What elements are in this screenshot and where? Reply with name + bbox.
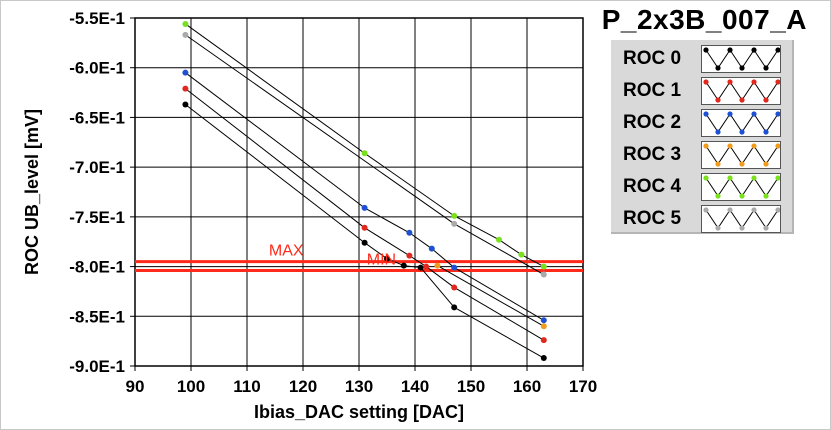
data-point-roc-0 <box>384 255 390 262</box>
x-tick-label: 100 <box>177 377 205 396</box>
y-tick-label: -7.0E-1 <box>69 158 125 177</box>
chart-title: P_2x3B_007_A <box>601 4 807 35</box>
series-line-roc-4 <box>498 239 522 256</box>
x-tick-label: 130 <box>345 377 373 396</box>
series-line-roc-5 <box>185 34 455 225</box>
legend-swatch <box>701 205 781 233</box>
series-line-roc-1 <box>409 255 427 267</box>
legend-label: ROC 3 <box>623 144 682 165</box>
legend-label: ROC 5 <box>623 208 682 229</box>
y-tick-label: -6.0E-1 <box>69 59 125 78</box>
legend-swatch <box>701 45 781 73</box>
data-point-roc-0 <box>361 239 368 246</box>
series-line-roc-4 <box>453 215 500 241</box>
series-line-roc-4 <box>521 254 545 268</box>
legend-item-roc-4: ROC 4 <box>615 170 790 202</box>
data-point-roc-0 <box>400 262 407 269</box>
legend-label: ROC 0 <box>623 48 682 69</box>
x-tick-label: 110 <box>233 377 260 396</box>
legend-swatch <box>701 173 781 201</box>
data-point-roc-0 <box>417 264 424 271</box>
series-line-roc-0 <box>386 258 404 267</box>
data-point-roc-2 <box>406 229 413 236</box>
series-line-roc-4 <box>185 23 365 154</box>
legend-swatch <box>701 77 781 105</box>
legend-swatch <box>701 141 781 169</box>
series-line-roc-0 <box>453 306 545 359</box>
y-tick-label: -8.5E-1 <box>69 307 125 326</box>
legend-item-roc-3: ROC 3 <box>615 138 790 170</box>
x-tick-label: 140 <box>401 377 429 396</box>
y-tick-label: -6.5E-1 <box>69 108 125 127</box>
data-point-roc-2 <box>540 317 547 324</box>
data-point-roc-5 <box>540 271 547 278</box>
series-line-roc-2 <box>364 207 410 234</box>
legend-entries: ROC 0 ROC 1 ROC 2 ROC 3 ROC 4 ROC 5 <box>615 42 790 234</box>
data-point-roc-4 <box>182 20 189 27</box>
series-line-roc-2 <box>431 248 455 268</box>
x-tick-label: 160 <box>513 377 541 396</box>
data-point-roc-3 <box>540 323 547 330</box>
series-line-roc-0 <box>364 242 388 260</box>
data-point-roc-0 <box>182 101 189 108</box>
data-point-roc-0 <box>540 355 547 362</box>
series-line-roc-0 <box>185 104 365 244</box>
x-axis-title: Ibias_DAC setting [DAC] <box>254 402 464 422</box>
data-point-roc-4 <box>540 263 547 270</box>
series-line-roc-2 <box>185 72 365 209</box>
limit-label-max: MAX <box>269 243 304 260</box>
legend: ROC 0 ROC 1 ROC 2 ROC 3 ROC 4 ROC 5 <box>611 40 794 234</box>
y-tick-label: -9.0E-1 <box>69 357 125 376</box>
y-tick-label: -8.0E-1 <box>69 258 125 277</box>
data-point-roc-1 <box>451 284 458 291</box>
series-line-roc-1 <box>364 227 410 257</box>
series-line-roc-2 <box>453 267 545 321</box>
x-tick-label: 170 <box>569 377 597 396</box>
data-point-roc-3 <box>434 262 441 269</box>
legend-item-roc-5: ROC 5 <box>615 202 790 234</box>
data-point-roc-1 <box>540 337 547 344</box>
data-point-roc-1 <box>182 85 189 92</box>
data-point-roc-2 <box>451 264 458 271</box>
series-line-roc-5 <box>453 223 545 275</box>
data-point-roc-1 <box>423 263 430 270</box>
y-tick-label: -5.5E-1 <box>69 9 125 28</box>
legend-label: ROC 1 <box>623 80 682 101</box>
legend-item-roc-1: ROC 1 <box>615 74 790 106</box>
y-tick-label: -7.5E-1 <box>69 208 125 227</box>
data-point-roc-2 <box>182 69 189 76</box>
legend-label: ROC 2 <box>623 112 682 133</box>
series-line-roc-4 <box>364 152 455 217</box>
data-point-roc-1 <box>361 224 368 231</box>
data-point-roc-4 <box>361 150 368 157</box>
limit-label-min: MIN <box>367 252 396 269</box>
legend-swatch <box>701 109 781 137</box>
series-line-roc-1 <box>425 266 455 288</box>
series-line-roc-1 <box>185 88 365 229</box>
x-tick-label: 150 <box>457 377 485 396</box>
data-point-roc-2 <box>428 245 435 252</box>
x-tick-label: 120 <box>289 377 317 396</box>
legend-label: ROC 4 <box>623 176 682 197</box>
data-point-roc-4 <box>451 212 458 219</box>
data-point-roc-4 <box>518 251 525 258</box>
series-line-roc-0 <box>420 267 455 308</box>
data-point-roc-5 <box>182 31 189 38</box>
legend-item-roc-2: ROC 2 <box>615 106 790 138</box>
legend-item-roc-0: ROC 0 <box>615 42 790 74</box>
data-point-roc-4 <box>496 236 502 243</box>
data-point-roc-5 <box>451 220 458 227</box>
x-tick-label: 90 <box>126 377 145 396</box>
data-point-roc-0 <box>451 304 458 311</box>
data-point-roc-2 <box>361 204 368 211</box>
series-line-roc-2 <box>409 232 433 250</box>
data-point-roc-1 <box>406 252 413 259</box>
y-axis-title: ROC UB_level [mV] <box>22 109 42 275</box>
series-line-roc-1 <box>453 287 545 341</box>
series-line-roc-3 <box>437 265 545 327</box>
